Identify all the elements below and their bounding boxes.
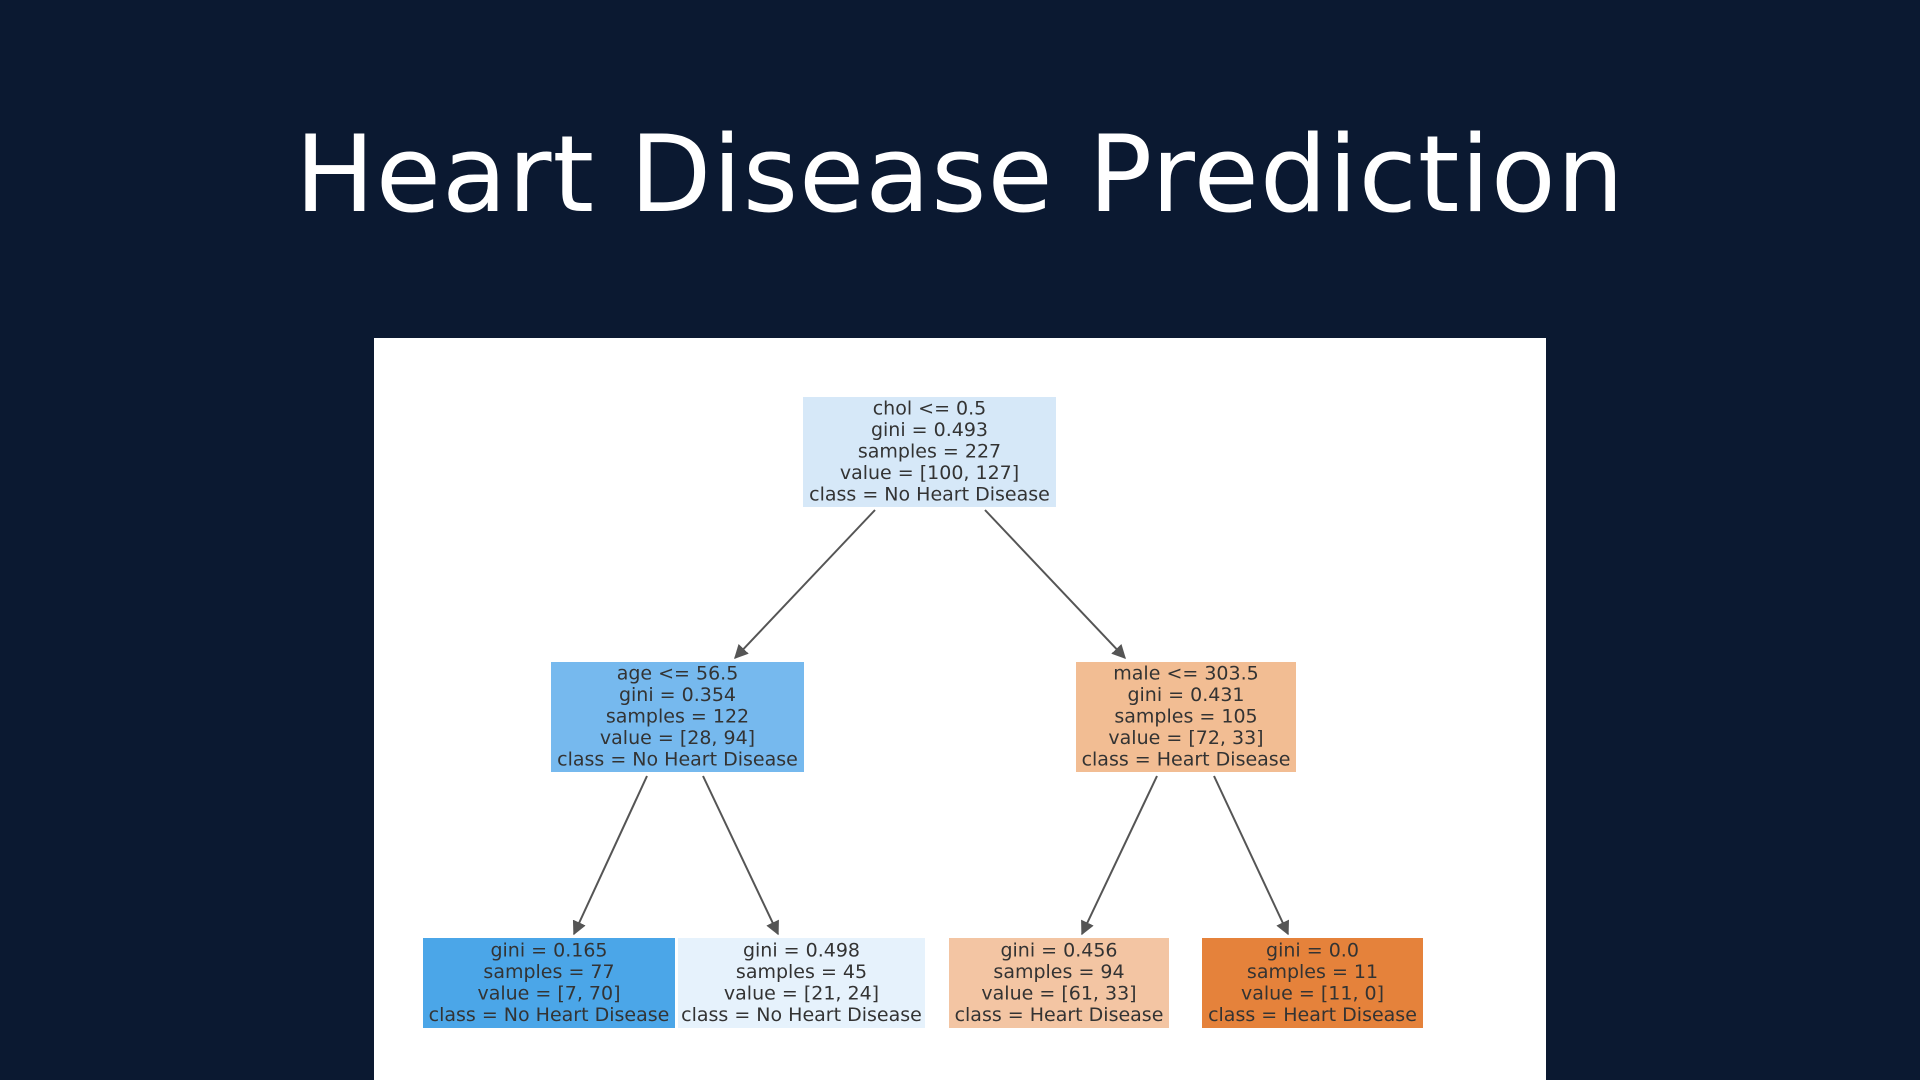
node-box-leaf-2 xyxy=(678,938,925,1028)
node-text-line: gini = 0.0 xyxy=(1266,939,1359,961)
edge-left-to-leaf-1 xyxy=(572,775,648,936)
node-text-line: value = [100, 127] xyxy=(840,462,1019,484)
node-box-right xyxy=(1076,662,1296,772)
node-text-line: class = No Heart Disease xyxy=(557,749,798,771)
node-text-line: gini = 0.431 xyxy=(1127,684,1244,706)
node-text-line: samples = 94 xyxy=(993,961,1124,983)
node-box-root xyxy=(803,397,1056,507)
node-text-line: gini = 0.354 xyxy=(619,684,736,706)
node-text-line: samples = 45 xyxy=(736,961,867,983)
node-text-line: chol <= 0.5 xyxy=(873,398,987,420)
node-text-line: samples = 227 xyxy=(858,441,1001,463)
node-text-line: gini = 0.493 xyxy=(871,419,988,441)
node-text-line: gini = 0.456 xyxy=(1000,939,1117,961)
edge-right-to-leaf-3 xyxy=(1081,775,1158,936)
node-text-line: value = [28, 94] xyxy=(600,727,755,749)
node-text-line: class = Heart Disease xyxy=(955,1004,1164,1026)
node-text-line: value = [21, 24] xyxy=(724,982,879,1004)
node-text-line: gini = 0.498 xyxy=(743,939,860,961)
node-box-leaf-3 xyxy=(949,938,1169,1028)
edge-right-to-leaf-4 xyxy=(1213,775,1289,936)
node-text-line: samples = 122 xyxy=(606,706,749,728)
node-box-leaf-4 xyxy=(1202,938,1423,1028)
node-text-line: value = [7, 70] xyxy=(477,982,620,1004)
slide-title: Heart Disease Prediction xyxy=(295,113,1625,236)
node-text-line: male <= 303.5 xyxy=(1113,663,1258,685)
node-text-line: samples = 77 xyxy=(483,961,614,983)
tree-edges xyxy=(572,509,1289,936)
node-text-line: value = [11, 0] xyxy=(1241,982,1384,1004)
node-text-line: class = No Heart Disease xyxy=(681,1004,922,1026)
node-text-line: value = [61, 33] xyxy=(981,982,1136,1004)
node-text-line: class = No Heart Disease xyxy=(429,1004,670,1026)
node-text-line: class = No Heart Disease xyxy=(809,484,1050,506)
node-box-left xyxy=(551,662,804,772)
node-text-line: value = [72, 33] xyxy=(1108,727,1263,749)
edge-root-to-right xyxy=(984,509,1126,660)
decision-tree-figure: chol <= 0.5 gini = 0.493 samples = 227 valu… xyxy=(374,338,1546,1080)
node-text-line: class = Heart Disease xyxy=(1082,749,1291,771)
node-text-line: samples = 105 xyxy=(1114,706,1257,728)
node-text-line: class = Heart Disease xyxy=(1208,1004,1417,1026)
edge-left-to-leaf-2 xyxy=(702,775,779,936)
node-text-line: age <= 56.5 xyxy=(617,663,739,685)
node-text-line: samples = 11 xyxy=(1247,961,1378,983)
node-box-leaf-1 xyxy=(423,938,675,1028)
node-text-line: gini = 0.165 xyxy=(490,939,607,961)
edge-root-to-left xyxy=(734,509,876,660)
